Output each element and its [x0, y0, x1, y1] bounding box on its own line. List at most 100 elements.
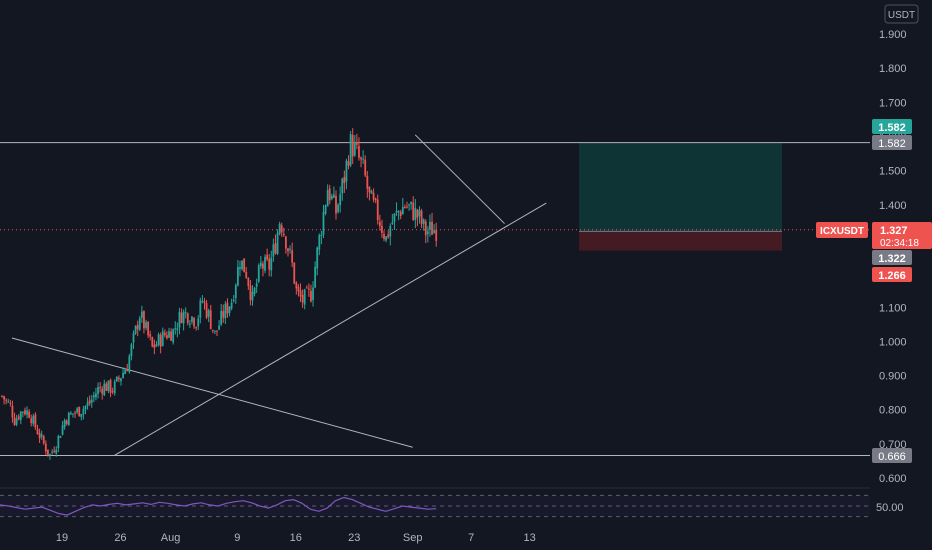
candle-body-8	[17, 416, 20, 420]
candle-body-104	[218, 325, 220, 330]
candle-body-155	[324, 205, 327, 214]
resistance-price-tag	[872, 135, 912, 150]
candle-body-158	[330, 195, 333, 199]
candle-body-28	[59, 436, 62, 438]
candle-body-5	[11, 405, 14, 418]
candle-body-77	[161, 331, 164, 347]
candle-body-12	[26, 410, 28, 415]
candle-body-148	[310, 290, 312, 302]
candle-body-123	[257, 265, 260, 282]
bar-countdown: 02:34:18	[880, 238, 919, 249]
trendline-1	[414, 134, 505, 224]
candle-body-79	[166, 335, 168, 339]
current-price-value: 1.327	[880, 225, 908, 237]
candle-body-147	[307, 288, 310, 290]
candle-body-53	[111, 391, 114, 393]
candle-body-20	[42, 436, 45, 444]
candle-body-73	[153, 344, 156, 348]
candle-body-92	[193, 318, 195, 327]
candle-body-149	[312, 287, 314, 301]
candle-body-120	[251, 291, 254, 301]
time-tick-4: 16	[290, 532, 302, 544]
candle-body-186	[389, 225, 392, 237]
currency-badge-frame[interactable]	[884, 4, 919, 24]
candle-body-68	[143, 311, 145, 329]
candle-body-29	[61, 425, 64, 435]
time-tick-6: Sep	[403, 532, 423, 544]
candle-body-178	[372, 192, 375, 200]
candle-body-177	[370, 190, 373, 194]
candle-body-10	[21, 411, 24, 413]
candle-body-109	[228, 306, 231, 313]
trendlines	[11, 134, 547, 457]
candle-body-200	[418, 209, 421, 217]
candle-body-106	[222, 311, 225, 318]
time-tick-7: 7	[468, 532, 474, 544]
candle-body-111	[232, 299, 235, 301]
candle-body-47	[99, 387, 102, 389]
rsi-line	[0, 496, 437, 516]
candle-body-187	[391, 222, 394, 224]
candle-body-21	[44, 443, 47, 452]
candle-body-141	[295, 282, 298, 289]
candle-body-82	[172, 329, 175, 343]
candle-body-170	[355, 142, 358, 145]
candle-body-198	[414, 208, 417, 220]
candle-body-97	[203, 301, 206, 304]
candle-body-44	[92, 395, 95, 398]
candle-body-203	[424, 221, 427, 236]
candle-body-63	[132, 333, 135, 343]
candle-body-129	[270, 257, 273, 271]
trendline-0	[113, 202, 547, 457]
candle-body-61	[128, 356, 131, 373]
price-tick-8: 1.100	[879, 302, 907, 314]
candle-body-134	[280, 225, 283, 233]
candle-body-138	[289, 248, 291, 250]
candle-body-0	[1, 395, 3, 397]
candle-body-11	[24, 410, 26, 415]
candle-body-105	[220, 310, 223, 325]
candle-body-151	[316, 247, 319, 269]
time-axis[interactable]: 19 26 Aug 9 16 23 Sep 7 13	[56, 532, 536, 544]
candle-body-56	[118, 377, 120, 380]
candle-body-139	[291, 250, 294, 263]
candle-body-175	[366, 175, 369, 189]
candle-body-13	[28, 411, 31, 418]
candle-body-48	[101, 388, 104, 394]
currency-badge[interactable]: USDT	[888, 10, 915, 21]
candle-body-60	[126, 369, 129, 372]
candle-body-19	[40, 434, 43, 437]
candle-body-95	[199, 300, 202, 318]
support-price-value: 0.666	[878, 451, 906, 463]
candle-body-191	[399, 211, 402, 217]
candle-body-58	[122, 372, 124, 378]
candles	[1, 128, 438, 460]
candle-body-205	[429, 221, 431, 230]
candle-body-118	[247, 277, 250, 286]
candle-body-201	[420, 210, 423, 225]
candle-body-76	[159, 334, 162, 347]
candle-body-17	[36, 428, 39, 435]
candle-body-49	[103, 383, 106, 396]
candle-body-38	[80, 413, 83, 418]
candle-body-167	[349, 134, 352, 166]
candle-body-102	[214, 330, 216, 332]
stop-price-value: 1.266	[878, 270, 906, 282]
candle-body-43	[90, 399, 93, 403]
candle-body-190	[397, 211, 400, 213]
candle-body-160	[335, 195, 337, 214]
candle-body-193	[403, 206, 406, 208]
rsi-axis-tick: 50.00	[876, 502, 904, 514]
candle-body-39	[82, 408, 85, 415]
candle-body-4	[9, 402, 12, 404]
candle-body-169	[353, 142, 356, 156]
candle-body-50	[105, 383, 108, 391]
candle-body-197	[412, 202, 415, 220]
candle-body-173	[362, 158, 365, 160]
candle-body-196	[410, 201, 413, 205]
candle-body-144	[301, 294, 304, 303]
candle-body-2	[5, 399, 8, 401]
